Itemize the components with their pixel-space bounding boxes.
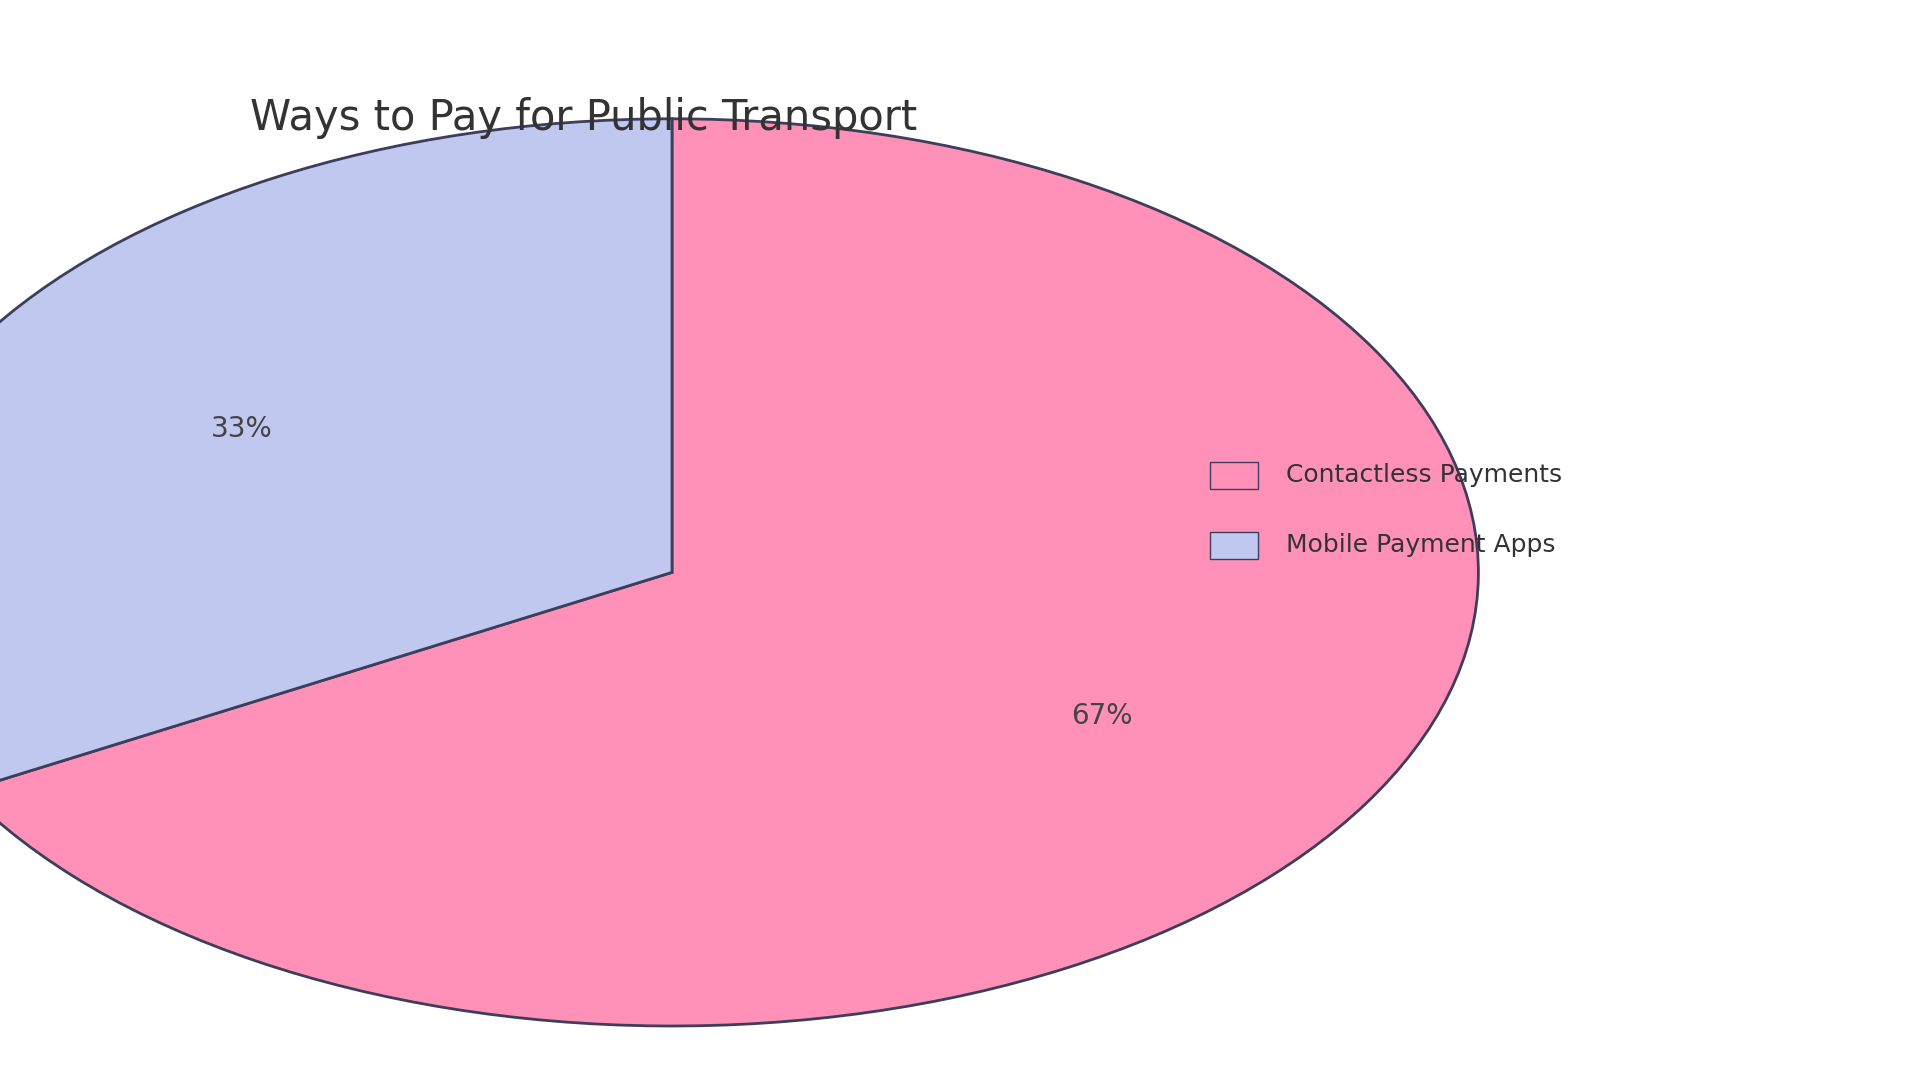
Wedge shape <box>0 119 672 791</box>
Text: Mobile Payment Apps: Mobile Payment Apps <box>1286 534 1555 557</box>
Bar <box>1210 531 1258 559</box>
Wedge shape <box>0 119 1478 1026</box>
Text: Ways to Pay for Public Transport: Ways to Pay for Public Transport <box>250 97 918 139</box>
Text: 67%: 67% <box>1071 702 1133 730</box>
Text: 33%: 33% <box>211 415 273 443</box>
Bar <box>1210 461 1258 488</box>
Text: Contactless Payments: Contactless Payments <box>1286 463 1563 487</box>
